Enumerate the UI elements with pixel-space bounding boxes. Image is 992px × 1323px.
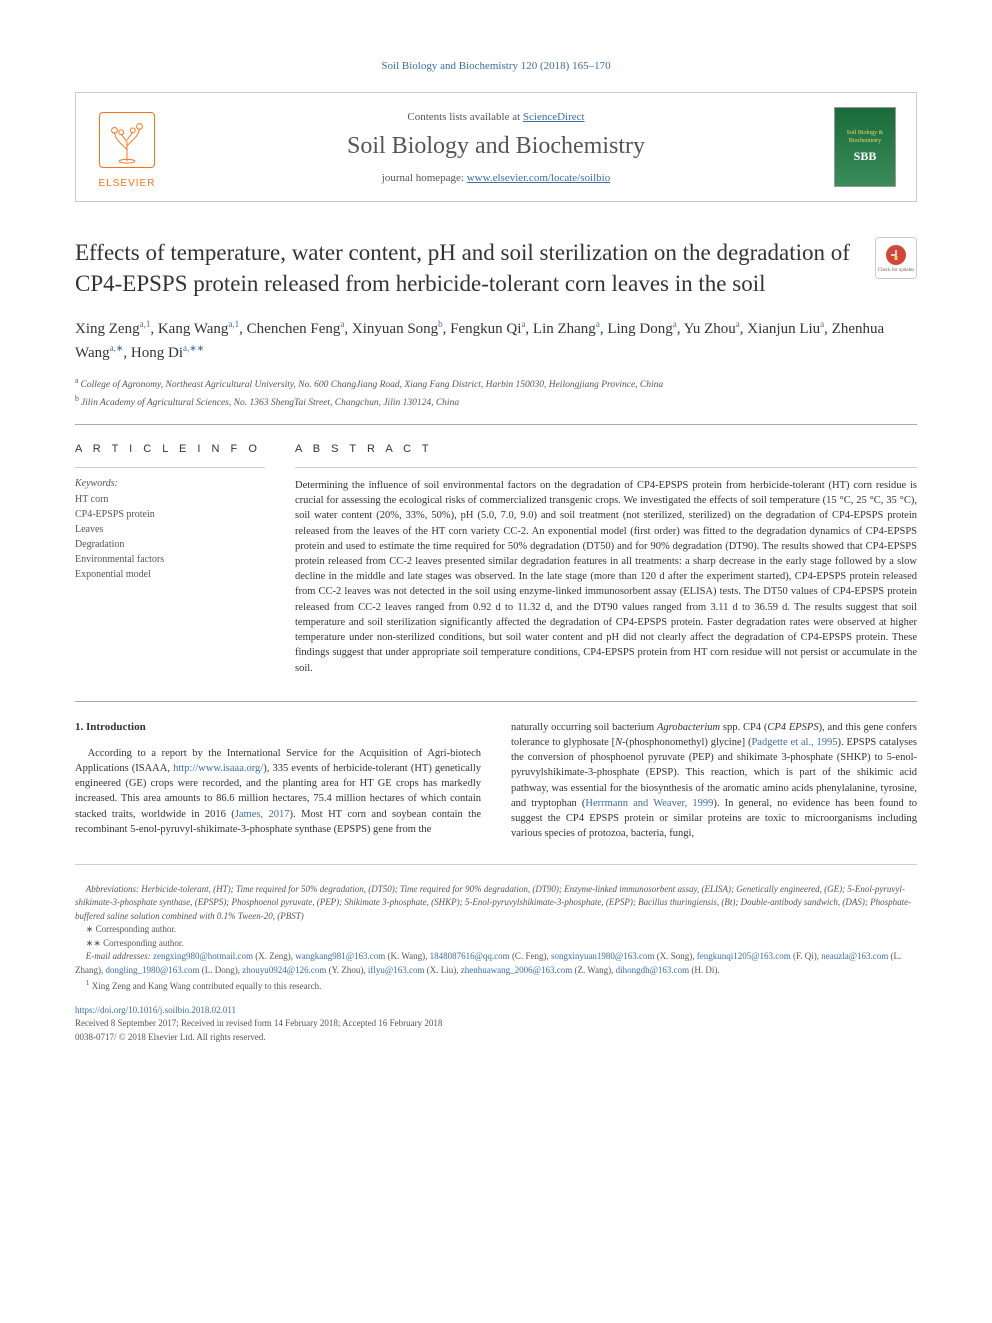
keywords-list: HT corn CP4-EPSPS protein Leaves Degrada… xyxy=(75,492,265,582)
email-addresses: E-mail addresses: zengxing980@hotmail.co… xyxy=(75,950,917,977)
separator xyxy=(75,424,917,425)
journal-header: ELSEVIER Contents lists available at Sci… xyxy=(75,92,917,202)
corresponding-1: ∗ Corresponding author. xyxy=(75,923,917,937)
title-row: Effects of temperature, water content, p… xyxy=(75,237,917,299)
received-dates: Received 8 September 2017; Received in r… xyxy=(75,1017,917,1031)
thin-rule xyxy=(295,467,917,468)
article-title: Effects of temperature, water content, p… xyxy=(75,237,875,299)
separator xyxy=(75,701,917,702)
intro-para-2: naturally occurring soil bacterium Agrob… xyxy=(511,720,917,842)
body-col-right: naturally occurring soil bacterium Agrob… xyxy=(511,720,917,842)
check-updates-icon xyxy=(884,243,908,267)
corresponding-2: ∗∗ Corresponding author. xyxy=(75,937,917,951)
doi-link[interactable]: https://doi.org/10.1016/j.soilbio.2018.0… xyxy=(75,1005,236,1015)
header-center: Contents lists available at ScienceDirec… xyxy=(158,111,834,184)
intro-para-1: According to a report by the Internation… xyxy=(75,746,481,837)
body-columns: 1. Introduction According to a report by… xyxy=(75,720,917,842)
article-info: A R T I C L E I N F O Keywords: HT corn … xyxy=(75,443,265,676)
contents-prefix: Contents lists available at xyxy=(407,111,522,123)
cover-text-1: Soil Biology & xyxy=(847,130,884,137)
abbreviations: Abbreviations: Herbicide-tolerant, (HT);… xyxy=(75,883,917,924)
article-info-label: A R T I C L E I N F O xyxy=(75,443,265,455)
affiliation-b: bJilin Academy of Agricultural Sciences,… xyxy=(75,393,917,410)
contribution-note: 1 Xing Zeng and Kang Wang contributed eq… xyxy=(75,977,917,994)
elsevier-text: ELSEVIER xyxy=(99,178,156,189)
info-abstract-row: A R T I C L E I N F O Keywords: HT corn … xyxy=(75,443,917,676)
affiliations: aCollege of Agronomy, Northeast Agricult… xyxy=(75,375,917,410)
abstract-text: Determining the influence of soil enviro… xyxy=(295,478,917,676)
elsevier-logo xyxy=(96,105,158,175)
elsevier-logo-block: ELSEVIER xyxy=(96,105,158,189)
homepage-line: journal homepage: www.elsevier.com/locat… xyxy=(158,172,834,184)
homepage-prefix: journal homepage: xyxy=(382,172,467,184)
keyword: HT corn xyxy=(75,492,265,507)
elsevier-tree-icon xyxy=(99,112,155,168)
journal-reference: Soil Biology and Biochemistry 120 (2018)… xyxy=(75,60,917,72)
check-updates-badge[interactable]: Check for updates xyxy=(875,237,917,279)
abstract-label: A B S T R A C T xyxy=(295,443,917,455)
journal-name: Soil Biology and Biochemistry xyxy=(158,133,834,160)
copyright: 0038-0717/ © 2018 Elsevier Ltd. All righ… xyxy=(75,1031,917,1045)
keywords-label: Keywords: xyxy=(75,478,265,489)
journal-cover: Soil Biology & Biochemistry SBB xyxy=(834,107,896,187)
keyword: Degradation xyxy=(75,537,265,552)
keyword: Exponential model xyxy=(75,567,265,582)
keyword: CP4-EPSPS protein xyxy=(75,507,265,522)
cover-sbb: SBB xyxy=(854,149,877,164)
doi-block: https://doi.org/10.1016/j.soilbio.2018.0… xyxy=(75,1004,917,1045)
footnote-rule xyxy=(75,864,917,865)
intro-heading: 1. Introduction xyxy=(75,720,481,736)
sciencedirect-link[interactable]: ScienceDirect xyxy=(523,111,585,123)
homepage-link[interactable]: www.elsevier.com/locate/soilbio xyxy=(467,172,610,184)
cover-text-2: Biochemistry xyxy=(849,138,881,145)
authors-list: Xing Zenga,1, Kang Wanga,1, Chenchen Fen… xyxy=(75,317,917,365)
contents-line: Contents lists available at ScienceDirec… xyxy=(158,111,834,123)
footnotes: Abbreviations: Herbicide-tolerant, (HT);… xyxy=(75,883,917,994)
affiliation-a: aCollege of Agronomy, Northeast Agricult… xyxy=(75,375,917,392)
thin-rule xyxy=(75,467,265,468)
abstract: A B S T R A C T Determining the influenc… xyxy=(295,443,917,676)
check-updates-text: Check for updates xyxy=(878,268,914,273)
keyword: Leaves xyxy=(75,522,265,537)
keyword: Environmental factors xyxy=(75,552,265,567)
body-col-left: 1. Introduction According to a report by… xyxy=(75,720,481,842)
